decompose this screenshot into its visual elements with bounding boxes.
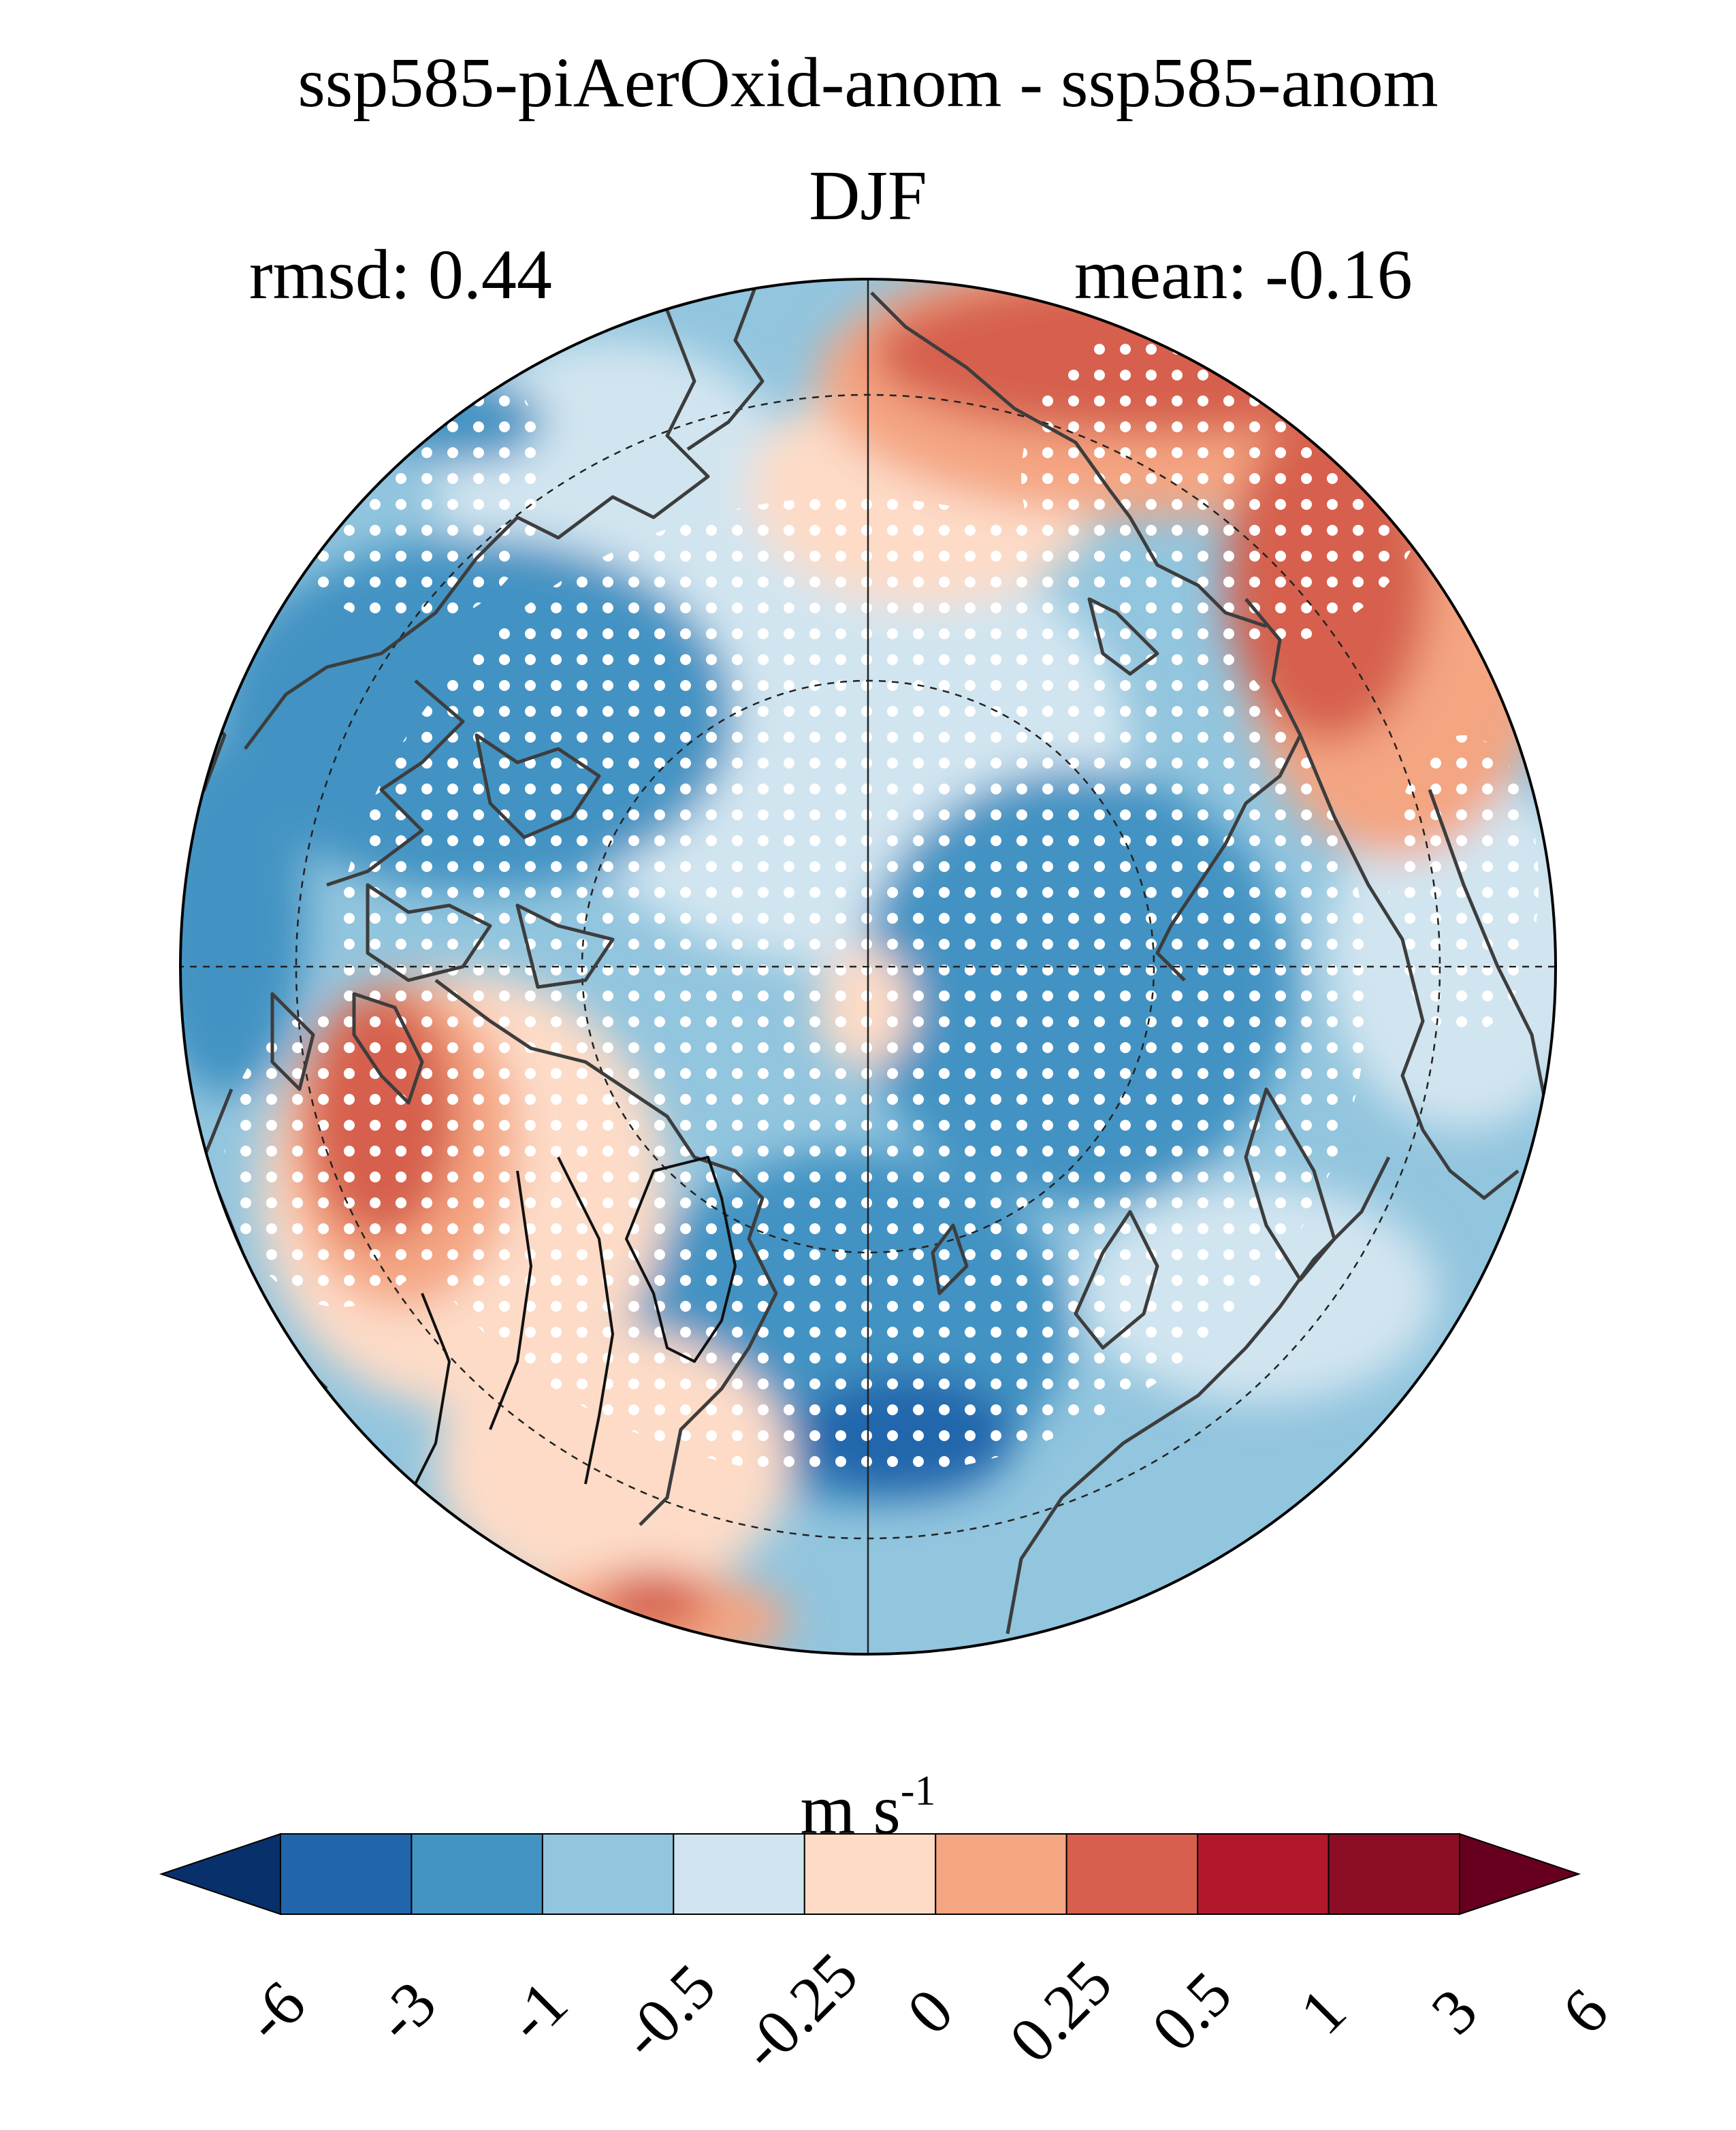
map-border [179,278,1557,1656]
polar-map [179,278,1557,1656]
map-title: ssp585-piAerOxid-anom - ssp585-anom [298,44,1438,122]
season-label: DJF [809,157,927,235]
colorbar-box [1328,1833,1460,1915]
colorbar-box [1065,1833,1199,1915]
colorbar-box [803,1833,937,1915]
colorbar-box [411,1833,543,1915]
colorbar-box [673,1833,805,1915]
graticule [180,279,1556,1654]
colorbar-box [1197,1833,1330,1915]
colorbar-extend-high [1459,1833,1581,1916]
rmsd-label: rmsd: 0.44 [249,236,552,314]
map-field [180,279,1556,1654]
colorbar-box [935,1833,1067,1915]
colorbar-box [541,1833,675,1915]
colorbar-extend-low [159,1833,281,1916]
colorbar-box [280,1833,413,1915]
mean-label: mean: -0.16 [1074,236,1413,314]
